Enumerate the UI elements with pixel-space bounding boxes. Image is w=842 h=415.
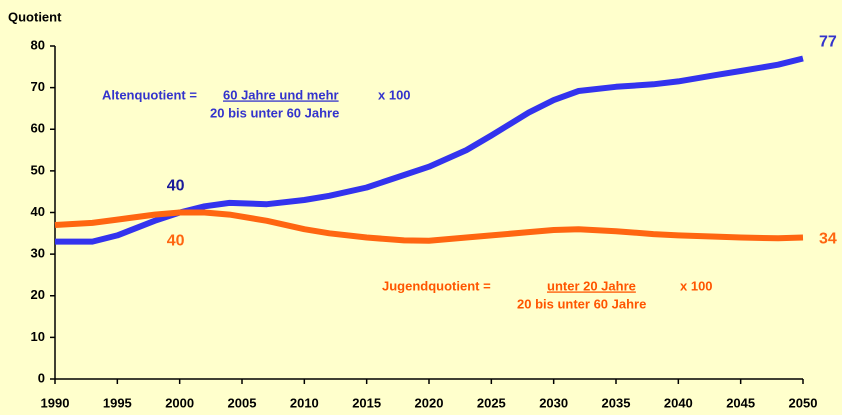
formula-factor: x 100 <box>680 278 713 293</box>
y-tick-label: 50 <box>31 162 45 177</box>
data-label: 34 <box>819 231 837 248</box>
formula-denominator: 20 bis unter 60 Jahre <box>210 105 339 120</box>
data-label: 40 <box>167 178 185 195</box>
x-tick-label: 2040 <box>664 395 693 410</box>
y-tick-label: 20 <box>31 287 45 302</box>
x-tick-label: 1995 <box>103 395 132 410</box>
x-tick-label: 2005 <box>228 395 257 410</box>
data-label: 77 <box>819 34 837 51</box>
y-axis-label: Quotient <box>8 9 62 24</box>
formula-jugend: Jugendquotient = unter 20 Jahre x 100 20… <box>382 278 713 311</box>
formula-name: Jugendquotient = <box>382 278 491 293</box>
x-tick-label: 2015 <box>352 395 381 410</box>
data-label: 40 <box>167 233 185 250</box>
y-tick-label: 30 <box>31 246 45 261</box>
y-tick-label: 70 <box>31 79 45 94</box>
x-tick-label: 2030 <box>539 395 568 410</box>
x-tick-label: 2035 <box>602 395 631 410</box>
formula-numerator: 60 Jahre und mehr <box>223 87 339 102</box>
x-tick-label: 2010 <box>290 395 319 410</box>
formula-alten: Altenquotient = 60 Jahre und mehr x 100 … <box>102 87 411 120</box>
formula-factor: x 100 <box>378 87 411 102</box>
y-tick-label: 40 <box>31 204 45 219</box>
y-tick-label: 10 <box>31 329 45 344</box>
x-tick-label: 2025 <box>477 395 506 410</box>
x-tick-label: 2000 <box>165 395 194 410</box>
formula-numerator: unter 20 Jahre <box>547 278 636 293</box>
y-tick-label: 0 <box>38 370 45 385</box>
x-tick-label: 2045 <box>726 395 755 410</box>
x-tick-label: 1990 <box>41 395 70 410</box>
x-tick-label: 2050 <box>789 395 818 410</box>
x-tick-label: 2020 <box>415 395 444 410</box>
formula-name: Altenquotient = <box>102 87 197 102</box>
formula-denominator: 20 bis unter 60 Jahre <box>517 296 646 311</box>
y-tick-label: 60 <box>31 121 45 136</box>
data-line <box>54 209 804 244</box>
y-tick-label: 80 <box>31 37 45 52</box>
